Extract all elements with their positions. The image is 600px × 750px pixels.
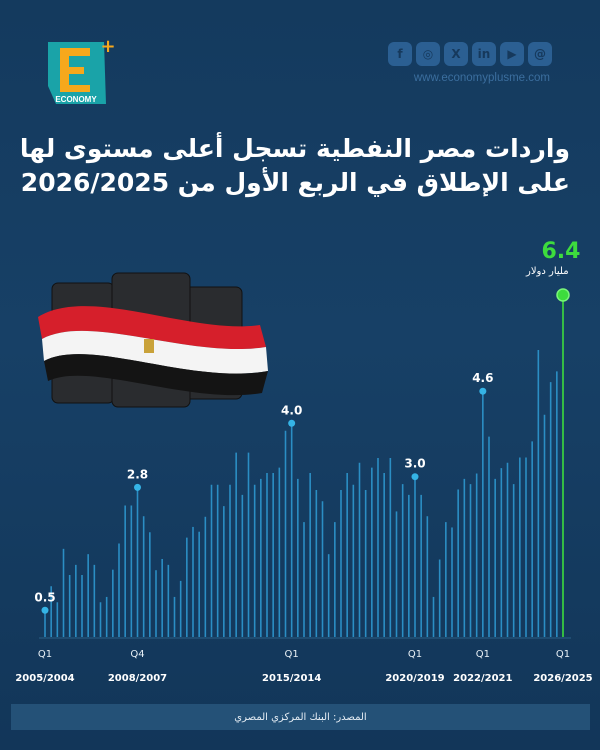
page-title: واردات مصر النفطية تسجل أعلى مستوى لها ع… xyxy=(10,132,570,200)
unit-label: مليار دولار xyxy=(526,266,569,277)
threads-icon[interactable]: @ xyxy=(528,42,552,66)
data-point-marker xyxy=(479,387,487,395)
data-label: 0.5 xyxy=(34,590,55,604)
economy-plus-logo: + ECONOMY xyxy=(48,38,116,104)
source-text: المصدر: البنك المركزي المصري xyxy=(234,711,367,723)
linkedin-icon[interactable]: in xyxy=(472,42,496,66)
x-tick-quarter: Q1 xyxy=(285,649,299,660)
x-tick-year: 2015/2014 xyxy=(262,673,321,684)
instagram-icon[interactable]: ◎ xyxy=(416,42,440,66)
website-url[interactable]: www.economyplusme.com xyxy=(413,72,550,84)
youtube-icon[interactable]: ▶ xyxy=(500,42,524,66)
x-tick-year: 2022/2021 xyxy=(453,673,512,684)
x-tick-quarter: Q1 xyxy=(556,649,570,660)
title-line-1: واردات مصر النفطية تسجل أعلى مستوى لها xyxy=(19,134,570,163)
x-icon[interactable]: X xyxy=(444,42,468,66)
eagle-emblem-icon xyxy=(144,339,154,353)
x-tick-quarter: Q4 xyxy=(130,649,144,660)
x-tick-quarter: Q1 xyxy=(476,649,490,660)
data-point-marker xyxy=(134,483,141,491)
x-tick-year: 2005/2004 xyxy=(15,673,74,684)
source-bar: المصدر: البنك المركزي المصري xyxy=(11,704,590,730)
data-label: 4.6 xyxy=(472,371,493,385)
data-point-marker xyxy=(288,419,296,427)
logo-plus: + xyxy=(100,38,115,57)
data-label: 4.0 xyxy=(281,403,302,417)
data-label: 6.4 xyxy=(542,239,581,264)
data-point-marker xyxy=(556,288,570,302)
x-tick-year: 2008/2007 xyxy=(108,673,167,684)
x-tick-year: 2020/2019 xyxy=(385,673,444,684)
x-tick-quarter: Q1 xyxy=(38,649,52,660)
x-tick-quarter: Q1 xyxy=(408,649,422,660)
logo-text: ECONOMY xyxy=(55,95,97,104)
x-tick-year: 2026/2025 xyxy=(533,673,592,684)
data-label: 2.8 xyxy=(127,467,148,481)
data-label: 3.0 xyxy=(404,457,425,471)
title-line-2: على الإطلاق في الربع الأول من 2026/2025 xyxy=(20,168,570,197)
oil-barrels-egypt-flag-illustration xyxy=(38,272,268,408)
data-point-marker xyxy=(411,473,419,481)
facebook-icon[interactable]: f xyxy=(388,42,412,66)
data-point-marker xyxy=(41,606,49,614)
